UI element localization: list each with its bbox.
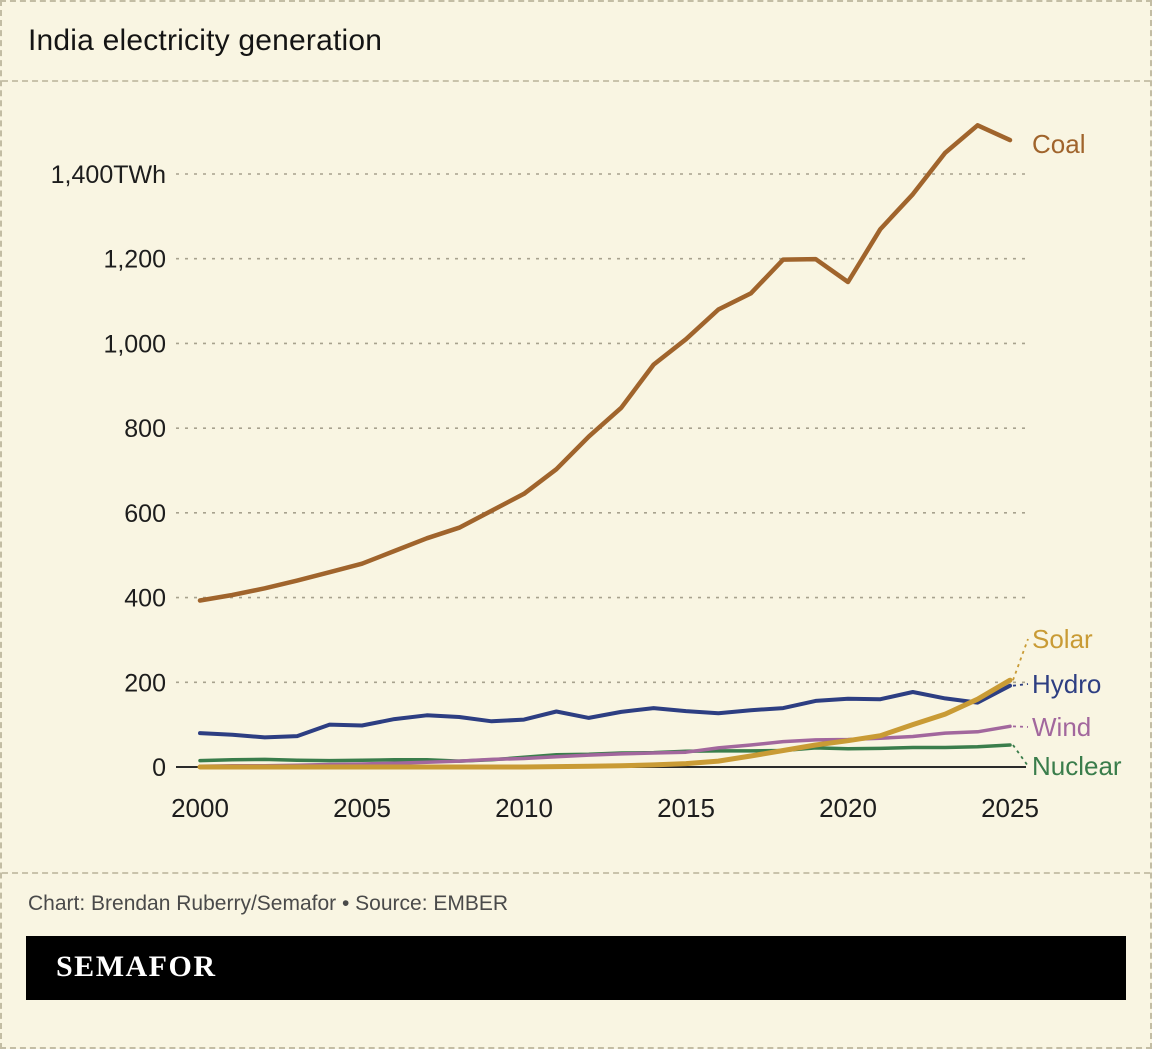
semafor-logo: SEMAFOR bbox=[56, 950, 217, 983]
chart-svg: 0 200 400 600 800 1,000 1,200 1,400TWh 2000 2005 2… bbox=[51, 123, 1122, 823]
chart-area: 0 200 400 600 800 1,000 1,200 1,400TWh 2000 2005 2… bbox=[2, 82, 1150, 872]
ytick-label-800: 800 bbox=[124, 415, 166, 443]
series-connector-hydro bbox=[1012, 683, 1029, 687]
series-label-solar: Solar bbox=[1032, 624, 1093, 654]
ytick-label-200: 200 bbox=[124, 669, 166, 697]
ytick-label-1000: 1,000 bbox=[103, 330, 166, 358]
header-divider bbox=[2, 80, 1150, 82]
xtick-label-2010: 2010 bbox=[495, 793, 553, 823]
ytick-label-400: 400 bbox=[124, 585, 166, 613]
xtick-label-2000: 2000 bbox=[171, 793, 229, 823]
xtick-label-2020: 2020 bbox=[819, 793, 877, 823]
ytick-label-600: 600 bbox=[124, 500, 166, 528]
series-connector-solar bbox=[1012, 638, 1029, 681]
xtick-label-2015: 2015 bbox=[657, 793, 715, 823]
xtick-label-2025: 2025 bbox=[981, 793, 1039, 823]
ytick-label-1200: 1,200 bbox=[103, 246, 166, 274]
ytick-label-0: 0 bbox=[152, 754, 166, 782]
chart-credit: Chart: Brendan Ruberry/Semafor • Source:… bbox=[28, 892, 509, 915]
series-line-hydro bbox=[198, 683, 1012, 740]
chart-title: India electricity generation bbox=[28, 24, 383, 57]
series-line-coal bbox=[197, 123, 1013, 603]
chart-header: India electricity generation bbox=[2, 2, 1150, 80]
footer-divider bbox=[2, 872, 1150, 874]
series-line-solar bbox=[197, 677, 1013, 770]
series-label-wind: Wind bbox=[1032, 712, 1091, 742]
series-connector-wind bbox=[1012, 725, 1029, 728]
xtick-label-2005: 2005 bbox=[333, 793, 391, 823]
series-label-hydro: Hydro bbox=[1032, 669, 1101, 699]
series-connector-nuclear bbox=[1012, 744, 1029, 767]
ytick-label-1400: 1,400TWh bbox=[51, 161, 166, 189]
series-label-coal: Coal bbox=[1032, 129, 1085, 159]
series-label-nuclear: Nuclear bbox=[1032, 751, 1122, 781]
semafor-logo-bar: SEMAFOR bbox=[26, 936, 1126, 1000]
